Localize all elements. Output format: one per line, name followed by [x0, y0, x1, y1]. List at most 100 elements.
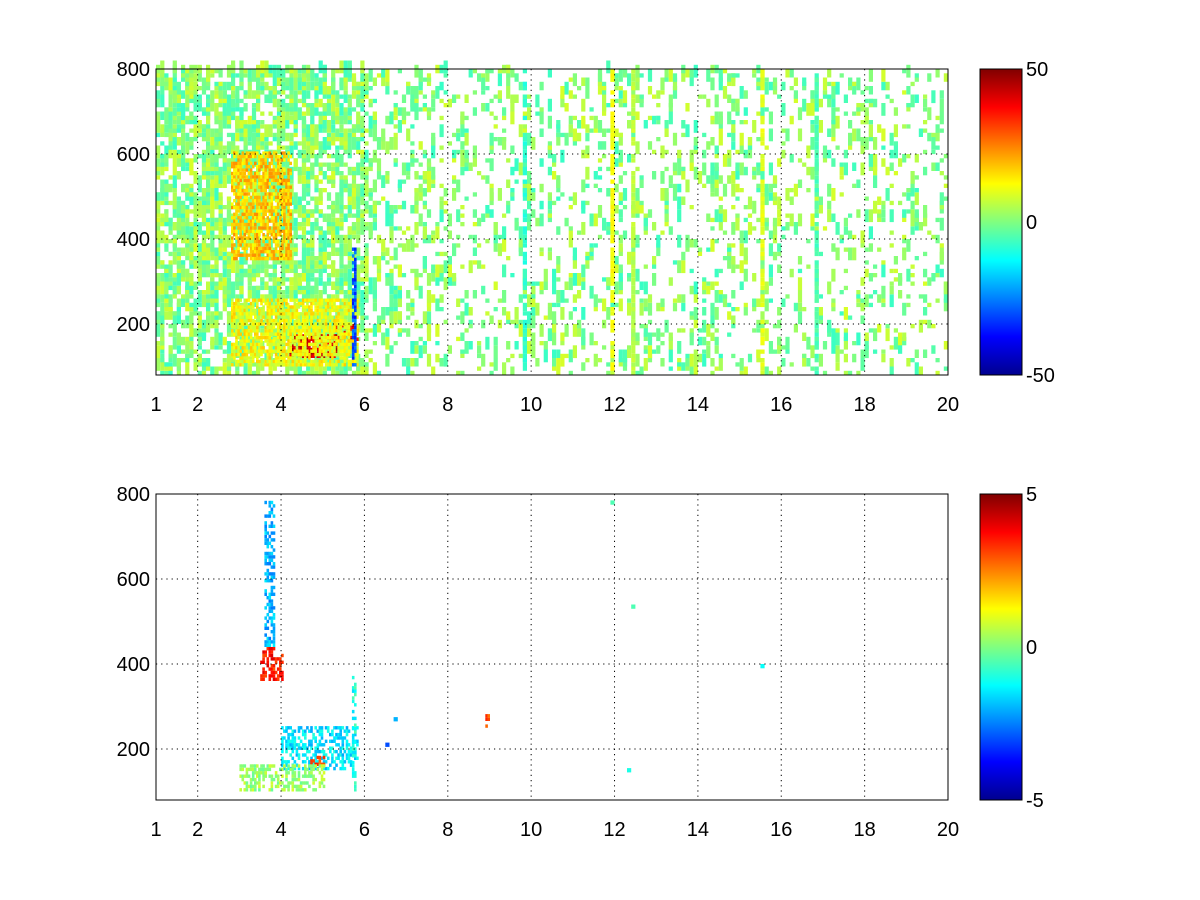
- heatmap-cell: [552, 303, 556, 307]
- heatmap-cell: [936, 129, 940, 133]
- heatmap-cell: [335, 107, 339, 116]
- heatmap-cell: [848, 214, 852, 218]
- heatmap-cell: [389, 226, 393, 230]
- heatmap-cell: [327, 214, 331, 223]
- heatmap-cell: [719, 175, 723, 184]
- heatmap-cell: [289, 196, 292, 199]
- heatmap-cell: [744, 120, 748, 124]
- heatmap-cell: [923, 294, 927, 303]
- heatmap-cell: [327, 180, 331, 184]
- heatmap-cell: [465, 290, 469, 299]
- heatmap-cell: [331, 282, 335, 291]
- heatmap-cell: [898, 333, 902, 346]
- heatmap-cell: [231, 282, 235, 295]
- heatmap-cell: [460, 163, 464, 167]
- heatmap-cell: [940, 218, 944, 231]
- heatmap-cell: [694, 65, 698, 78]
- heatmap-cell: [831, 86, 835, 99]
- heatmap-cell: [494, 345, 498, 358]
- heatmap-cell: [448, 231, 452, 240]
- heatmap-cell: [260, 328, 264, 332]
- heatmap-cell: [283, 213, 286, 216]
- heatmap-cell: [256, 286, 260, 290]
- heatmap-cell: [169, 137, 173, 141]
- heatmap-cell: [344, 180, 348, 184]
- heatmap-cell: [331, 103, 335, 112]
- heatmap-cell: [398, 107, 402, 116]
- heatmap-cell: [931, 324, 935, 328]
- heatmap-cell: [648, 294, 652, 303]
- heatmap-cell: [164, 243, 168, 247]
- heatmap-cell: [331, 167, 335, 171]
- heatmap-cell: [665, 150, 669, 154]
- heatmap-cell: [356, 112, 360, 125]
- heatmap-cell: [306, 201, 310, 205]
- heatmap-cell: [798, 129, 802, 142]
- heatmap-cell: [344, 163, 348, 167]
- heatmap-cell: [673, 133, 677, 146]
- heatmap-cell: [435, 354, 439, 363]
- heatmap-cell: [339, 243, 343, 252]
- heatmap-cell: [239, 273, 243, 282]
- heatmap-cell: [523, 218, 527, 222]
- heatmap-cell: [710, 120, 714, 124]
- heatmap-cell: [602, 86, 606, 90]
- heatmap-cell: [185, 86, 189, 90]
- heatmap-cell: [181, 103, 185, 116]
- heatmap-cell: [406, 316, 410, 320]
- heatmap-cell: [919, 367, 923, 376]
- heatmap-cell: [327, 120, 331, 129]
- heatmap-cell: [235, 219, 238, 222]
- heatmap-cell: [469, 69, 473, 78]
- heatmap-cell: [189, 273, 193, 277]
- heatmap-cell: [364, 269, 368, 273]
- heatmap-cell: [806, 337, 810, 350]
- heatmap-cell: [694, 137, 698, 146]
- heatmap-cell: [777, 209, 781, 218]
- heatmap-cell: [923, 307, 927, 316]
- heatmap-cell: [173, 150, 177, 163]
- heatmap-cell: [360, 116, 364, 129]
- heatmap-cell: [927, 107, 931, 120]
- heatmap-cell: [189, 350, 193, 359]
- heatmap-cell: [852, 341, 856, 345]
- heatmap-cell: [298, 265, 302, 269]
- heatmap-cell: [527, 222, 531, 231]
- heatmap-cell: [890, 163, 894, 172]
- heatmap-cell: [277, 240, 280, 243]
- heatmap-cell: [815, 282, 819, 286]
- heatmap-cell: [239, 99, 243, 103]
- heatmap-cell: [861, 231, 865, 244]
- heatmap-cell: [419, 214, 423, 227]
- heatmap-cell: [181, 201, 185, 205]
- heatmap-cell: [323, 282, 327, 295]
- heatmap-cell: [861, 120, 865, 124]
- heatmap-cell: [469, 260, 473, 273]
- heatmap-cell: [198, 290, 202, 294]
- heatmap-cell: [289, 250, 292, 253]
- heatmap-cell: [777, 95, 781, 99]
- heatmap-cell: [202, 188, 206, 197]
- heatmap-cell: [898, 201, 902, 205]
- heatmap-cell: [694, 307, 698, 320]
- heatmap-cell: [331, 367, 335, 376]
- heatmap-cell: [252, 269, 256, 273]
- heatmap-cell: [431, 90, 435, 94]
- heatmap-cell: [565, 299, 569, 303]
- heatmap-cell: [844, 248, 848, 252]
- heatmap-cell: [911, 201, 915, 210]
- heatmap-cell: [619, 175, 623, 184]
- heatmap-cell: [246, 199, 249, 202]
- heatmap-cell: [660, 188, 664, 201]
- heatmap-cell: [485, 299, 489, 303]
- heatmap-cell: [277, 90, 281, 94]
- heatmap-cell: [389, 307, 393, 311]
- heatmap-cell: [560, 341, 564, 345]
- heatmap-cell: [385, 337, 389, 350]
- heatmap-cell: [156, 248, 160, 252]
- heatmap-cell: [648, 141, 652, 150]
- heatmap-cell: [523, 362, 527, 366]
- heatmap-cell: [310, 222, 314, 235]
- heatmap-cell: [861, 350, 865, 359]
- heatmap-cell: [444, 277, 448, 290]
